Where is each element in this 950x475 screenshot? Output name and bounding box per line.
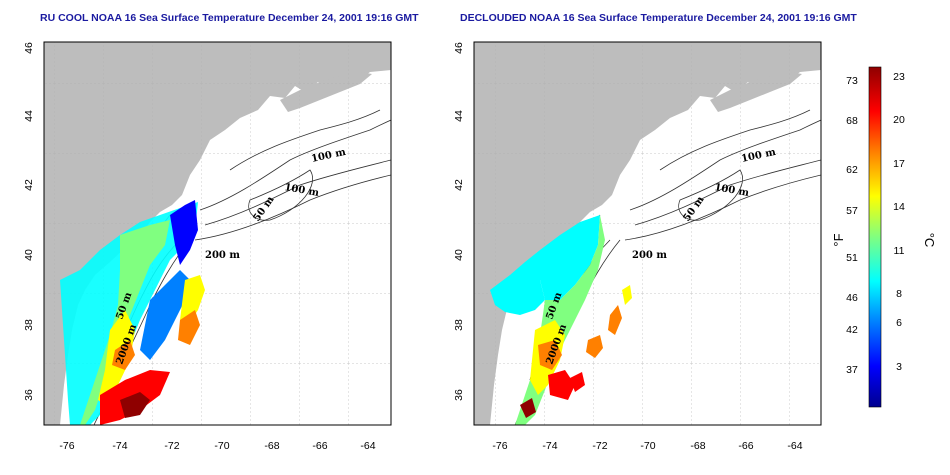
lon-tick: -74 xyxy=(112,440,127,452)
f-tick: 42 xyxy=(846,324,858,336)
c-tick: 3 xyxy=(896,361,902,373)
f-tick: 73 xyxy=(846,75,858,87)
c-tick: 20 xyxy=(893,114,905,126)
lon-tick: -76 xyxy=(59,440,74,452)
lat-tick: 44 xyxy=(453,110,465,122)
f-tick: 68 xyxy=(846,115,858,127)
left-map-title: RU COOL NOAA 16 Sea Surface Temperature … xyxy=(40,12,419,24)
colorbar-gradient xyxy=(868,66,882,408)
lon-tick: -74 xyxy=(542,440,557,452)
f-tick: 37 xyxy=(846,364,858,376)
contour-label-200m: 200 m xyxy=(632,250,667,261)
f-tick: 51 xyxy=(846,252,858,264)
f-tick: 57 xyxy=(846,205,858,217)
lon-tick: -68 xyxy=(690,440,705,452)
lon-tick: -64 xyxy=(787,440,802,452)
c-tick: 14 xyxy=(893,201,905,213)
c-tick: 23 xyxy=(893,71,905,83)
lon-tick: -76 xyxy=(492,440,507,452)
right-map-title: DECLOUDED NOAA 16 Sea Surface Temperatur… xyxy=(460,12,857,24)
fahrenheit-scale: 73 68 62 57 51 46 42 37 °F xyxy=(831,75,858,376)
lon-tick: -66 xyxy=(738,440,753,452)
left-sst-map: 100 m 100 m 50 m 200 m 50 m 2000 m -76 -… xyxy=(23,41,392,452)
lat-tick: 40 xyxy=(23,249,35,261)
lat-tick: 44 xyxy=(23,110,35,122)
right-sst-map: 100 m 100 m 50 m 200 m 50 m 2000 m -76 -… xyxy=(453,41,822,452)
contour-label-200m: 200 m xyxy=(205,250,240,261)
lat-tick: 38 xyxy=(23,319,35,331)
left-lat-axis: 36 38 40 42 44 46 xyxy=(23,42,35,401)
lat-tick: 42 xyxy=(23,179,35,191)
lon-tick: -66 xyxy=(312,440,327,452)
c-tick: 8 xyxy=(896,288,902,300)
f-tick: 62 xyxy=(846,164,858,176)
left-lon-axis: -76 -74 -72 -70 -68 -66 -64 xyxy=(59,440,375,452)
lat-tick: 36 xyxy=(23,389,35,401)
f-tick: 46 xyxy=(846,292,858,304)
lat-tick: 36 xyxy=(453,389,465,401)
right-lon-axis: -76 -74 -72 -70 -68 -66 -64 xyxy=(492,440,802,452)
c-tick: 11 xyxy=(894,245,905,257)
lon-tick: -70 xyxy=(214,440,229,452)
sst-data-left xyxy=(60,200,205,425)
lon-tick: -64 xyxy=(360,440,375,452)
sst-data-right xyxy=(490,215,632,425)
fahrenheit-unit-label: °F xyxy=(831,233,846,246)
lon-tick: -72 xyxy=(592,440,607,452)
lat-tick: 46 xyxy=(453,42,465,54)
lon-tick: -70 xyxy=(640,440,655,452)
lat-tick: 38 xyxy=(453,319,465,331)
lon-tick: -68 xyxy=(264,440,279,452)
c-tick: 6 xyxy=(896,317,902,329)
temperature-colorbar: 73 68 62 57 51 46 42 37 °F 23 20 17 14 1… xyxy=(831,66,937,408)
lat-tick: 40 xyxy=(453,249,465,261)
c-tick: 17 xyxy=(893,158,905,170)
right-lat-axis: 36 38 40 42 44 46 xyxy=(453,42,465,401)
celsius-scale: 23 20 17 14 11 8 6 3 °C xyxy=(893,71,937,373)
lat-tick: 42 xyxy=(453,179,465,191)
lat-tick: 46 xyxy=(23,42,35,54)
celsius-unit-label: °C xyxy=(922,233,937,248)
lon-tick: -72 xyxy=(164,440,179,452)
